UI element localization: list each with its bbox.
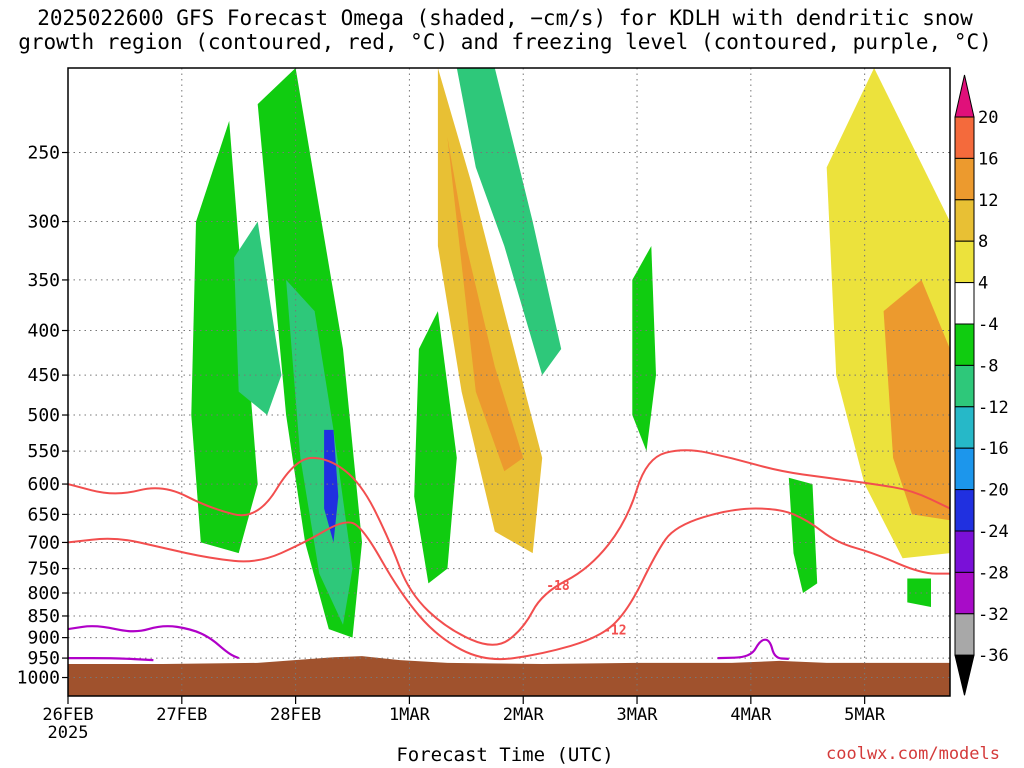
colorbar-swatch: [954, 613, 975, 656]
colorbar-label: 8: [978, 232, 988, 252]
omega-region: [286, 279, 353, 625]
omega-region: [414, 311, 457, 584]
y-tick-label: 450: [27, 365, 60, 386]
x-tick-label: 4MAR: [730, 705, 772, 725]
colorbar-swatch: [954, 282, 975, 325]
freezing-contour: [68, 625, 240, 660]
ground-terrain: [68, 656, 950, 696]
x-tick-label: 28FEB: [270, 705, 321, 725]
colorbar-label: -28: [978, 563, 1009, 583]
omega-region: [883, 279, 950, 521]
colorbar-label: -32: [978, 605, 1009, 625]
colorbar-swatch: [954, 323, 975, 366]
colorbar-bottom-arrow: [954, 654, 975, 696]
chart-title-line2: growth region (contoured, red, °C) and f…: [18, 30, 992, 54]
credit-link[interactable]: coolwx.com/models: [826, 744, 1000, 764]
colorbar-swatch: [954, 489, 975, 532]
omega-region: [907, 578, 931, 607]
x-tick-label: 1MAR: [389, 705, 431, 725]
y-tick-label: 650: [27, 504, 60, 525]
x-tick-label: 26FEB: [42, 705, 93, 725]
x-tick-label: 3MAR: [617, 705, 659, 725]
y-tick-label: 700: [27, 532, 60, 553]
omega-region: [191, 120, 258, 554]
plot-frame: [67, 67, 951, 697]
y-tick-label: 350: [27, 270, 60, 291]
colorbar-label: -36: [978, 646, 1009, 666]
y-tick-label: 550: [27, 441, 60, 462]
y-tick-label: 300: [27, 212, 60, 233]
colorbar: 20 16 12 8 4 -4 -8 -12 -16 -20 -24 -28 -32 -36: [954, 74, 1009, 696]
colorbar-swatch: [954, 571, 975, 615]
y-tick-label: 850: [27, 606, 60, 627]
y-tick-label: 800: [27, 583, 60, 604]
colorbar-top-arrow: [954, 74, 975, 118]
omega-region: [234, 221, 282, 415]
chart-title-line1: 2025022600 GFS Forecast Omega (shaded, −…: [37, 6, 973, 30]
colorbar-label: 4: [978, 274, 988, 294]
omega-region: [788, 477, 818, 593]
y-tick-label: 900: [27, 628, 60, 649]
omega-region: [447, 137, 524, 472]
omega-region: [437, 68, 543, 554]
colorbar-swatch: [954, 240, 975, 284]
colorbar-swatch: [954, 447, 975, 491]
colorbar-label: -20: [978, 481, 1009, 501]
y-tick-label: 1000: [17, 668, 60, 689]
colorbar-swatch: [954, 406, 975, 449]
x-tick-label: 2MAR: [503, 705, 545, 725]
y-tick-label: 500: [27, 405, 60, 426]
colorbar-swatch: [954, 199, 975, 242]
x-axis-title: Forecast Time (UTC): [396, 744, 614, 766]
colorbar-swatch: [954, 116, 975, 159]
y-tick-label: 250: [27, 143, 60, 164]
dendritic-contour: [68, 507, 950, 661]
dendritic-contour: [68, 449, 950, 646]
colorbar-label: 20: [978, 108, 998, 128]
colorbar-label: -16: [978, 439, 1009, 459]
y-tick-label: 750: [27, 559, 60, 580]
contour-label: -18: [546, 579, 570, 594]
chart-title: 2025022600 GFS Forecast Omega (shaded, −…: [0, 6, 1010, 54]
x-tick-sublabel: 2025: [48, 723, 89, 743]
colorbar-label: -8: [978, 356, 998, 376]
colorbar-label: -4: [978, 315, 998, 335]
colorbar-label: -24: [978, 522, 1009, 542]
contour-label: -12: [603, 624, 626, 639]
freezing-contour: [68, 656, 154, 662]
colorbar-label: -12: [978, 398, 1009, 418]
colorbar-label: 12: [978, 191, 998, 211]
colorbar-swatch: [954, 530, 975, 573]
x-tick-label: 5MAR: [844, 705, 886, 725]
y-tick-label: 400: [27, 321, 60, 342]
omega-region: [632, 246, 656, 452]
y-tick-label: 600: [27, 474, 60, 495]
colorbar-swatch: [954, 364, 975, 408]
colorbar-label: 16: [978, 149, 998, 169]
y-tick-label: 950: [27, 648, 60, 669]
colorbar-swatch: [954, 157, 975, 201]
x-tick-label: 27FEB: [156, 705, 207, 725]
freezing-contour: [717, 638, 789, 660]
